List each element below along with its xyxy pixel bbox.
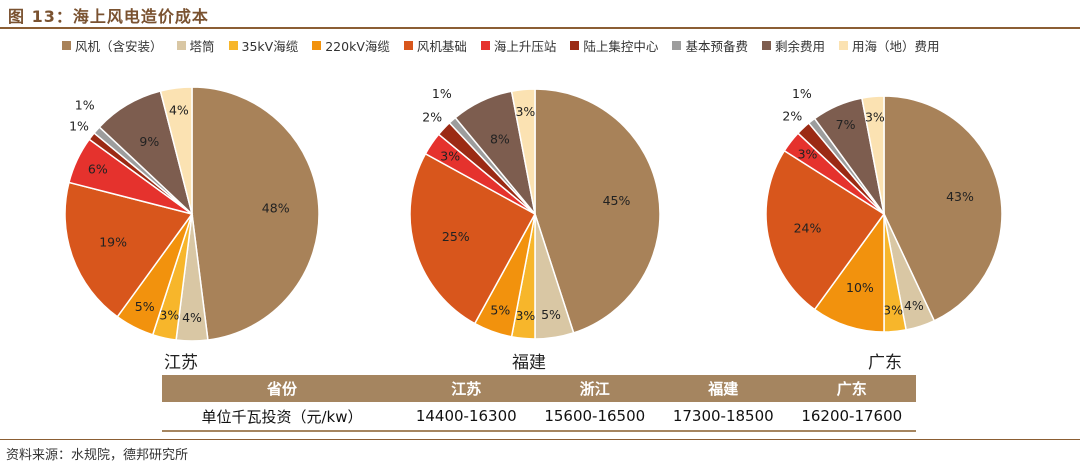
table-row: 单位千瓦投资（元/kw） 14400-16300 15600-16500 173… — [162, 402, 916, 432]
table-header-cell: 浙江 — [530, 375, 659, 402]
pie-data-label-jiangsu: 1% — [69, 118, 89, 133]
pie-data-label-guangdong: 2% — [782, 108, 802, 123]
pie-charts: 48%4%3%5%19%6%1%1%9%4%45%5%3%5%25%3%2%1%… — [64, 86, 1003, 342]
legend-label: 风机基础 — [416, 39, 467, 54]
pie-data-label-jiangsu: 48% — [262, 201, 290, 216]
table-cell: 14400-16300 — [402, 402, 531, 432]
pie-data-label-fujian: 2% — [422, 110, 442, 125]
pie-data-label-jiangsu: 3% — [159, 308, 179, 323]
pie-title-guangdong: 广东 — [868, 353, 902, 373]
pie-slice-fujian — [510, 88, 536, 215]
legend-swatch — [403, 41, 413, 50]
pie-data-label-guangdong: 4% — [904, 298, 924, 313]
legend-label: 用海（地）费用 — [851, 39, 940, 54]
source-note: 资料来源：水规院，德邦研究所 — [6, 448, 189, 463]
legend-item: 基本预备费 — [672, 36, 748, 55]
pie-data-label-guangdong: 7% — [836, 117, 856, 132]
legend-label: 220kV海缆 — [325, 39, 390, 54]
pie-data-label-jiangsu: 4% — [182, 310, 202, 325]
table-cell: 16200-17600 — [787, 402, 916, 432]
table-header-row: 省份 江苏 浙江 福建 广东 — [162, 375, 916, 402]
pie-data-label-jiangsu: 5% — [135, 299, 155, 314]
pie-data-label-guangdong: 1% — [792, 86, 812, 101]
pie-data-label-fujian: 5% — [541, 307, 561, 322]
legend-item: 陆上集控中心 — [570, 36, 658, 55]
legend-item: 风机基础 — [403, 36, 467, 55]
title-rule — [0, 27, 1080, 29]
pie-title-jiangsu: 江苏 — [164, 353, 198, 373]
legend-swatch — [312, 41, 322, 50]
pie-data-label-fujian: 3% — [515, 104, 535, 119]
figure-title: 图 13：海上风电造价成本 — [8, 7, 209, 26]
pie-data-label-guangdong: 3% — [865, 110, 885, 125]
legend-swatch — [838, 41, 848, 50]
legend-label: 风机（含安装） — [75, 39, 163, 54]
pie-title-fujian: 福建 — [512, 353, 546, 373]
pie-data-label-jiangsu: 9% — [139, 134, 159, 149]
pie-data-label-guangdong: 3% — [883, 302, 903, 317]
pie-data-label-jiangsu: 1% — [75, 97, 95, 112]
pie-slice-guangdong — [765, 149, 886, 311]
pie-data-label-guangdong: 10% — [846, 280, 874, 295]
legend-label: 基本预备费 — [685, 39, 748, 54]
legend-item: 220kV海缆 — [312, 36, 390, 55]
table-header-cell: 江苏 — [402, 375, 531, 402]
pie-slice-guangdong — [861, 95, 885, 215]
pie-slice-jiangsu — [191, 86, 320, 341]
legend-label: 陆上集控中心 — [583, 39, 659, 54]
table-header-cell: 福建 — [659, 375, 788, 402]
pie-data-label-guangdong: 24% — [794, 221, 822, 236]
legend-item: 35kV海缆 — [228, 36, 299, 55]
table-header-cell: 广东 — [787, 375, 916, 402]
pie-slice-jiangsu — [64, 181, 194, 318]
legend-item: 用海（地）费用 — [838, 36, 940, 55]
pie-data-label-guangdong: 3% — [798, 147, 818, 162]
source-rule — [0, 439, 1080, 440]
pie-data-label-fujian: 3% — [515, 308, 535, 323]
pie-slice-fujian — [534, 88, 661, 334]
pie-data-label-fujian: 5% — [490, 302, 510, 317]
legend-swatch — [761, 41, 771, 50]
legend-label: 35kV海缆 — [241, 39, 299, 54]
legend-swatch — [570, 41, 580, 50]
pie-data-label-fujian: 1% — [432, 86, 452, 101]
pie-data-label-fujian: 8% — [490, 131, 510, 146]
unit-investment-table: 省份 江苏 浙江 福建 广东 单位千瓦投资（元/kw） 14400-16300 … — [162, 375, 916, 432]
chart-legend: 风机（含安装） 塔筒 35kV海缆 220kV海缆 风机基础 海上升压站 陆上集控中心 基本预… — [62, 36, 939, 55]
table-cell: 15600-16500 — [530, 402, 659, 432]
legend-item: 剩余费用 — [761, 36, 825, 55]
legend-label: 塔筒 — [189, 39, 215, 54]
legend-swatch — [480, 41, 490, 50]
table-cell: 17300-18500 — [659, 402, 788, 432]
legend-swatch — [672, 41, 682, 50]
table-cell: 单位千瓦投资（元/kw） — [162, 402, 402, 432]
pie-slice-jiangsu — [159, 86, 193, 215]
pie-slice-guangdong — [813, 211, 885, 333]
pie-slice-fujian — [409, 152, 537, 325]
legend-swatch — [228, 41, 238, 50]
legend-item: 塔筒 — [176, 36, 215, 55]
legend-swatch — [62, 41, 71, 50]
legend-label: 海上升压站 — [493, 39, 557, 54]
pie-data-label-jiangsu: 4% — [169, 103, 189, 118]
table-header-cell: 省份 — [162, 375, 402, 402]
pie-data-label-jiangsu: 19% — [99, 234, 127, 249]
pie-slice-guangdong — [883, 95, 1003, 322]
legend-label: 剩余费用 — [774, 39, 825, 54]
pie-data-label-jiangsu: 6% — [88, 162, 108, 177]
pie-data-label-fujian: 3% — [440, 148, 460, 163]
pie-data-label-fujian: 45% — [603, 193, 631, 208]
pie-data-label-fujian: 25% — [442, 229, 470, 244]
legend-item: 风机（含安装） — [62, 36, 163, 55]
pie-data-label-guangdong: 43% — [946, 189, 974, 204]
legend-item: 海上升压站 — [480, 36, 557, 55]
legend-swatch — [176, 41, 186, 50]
